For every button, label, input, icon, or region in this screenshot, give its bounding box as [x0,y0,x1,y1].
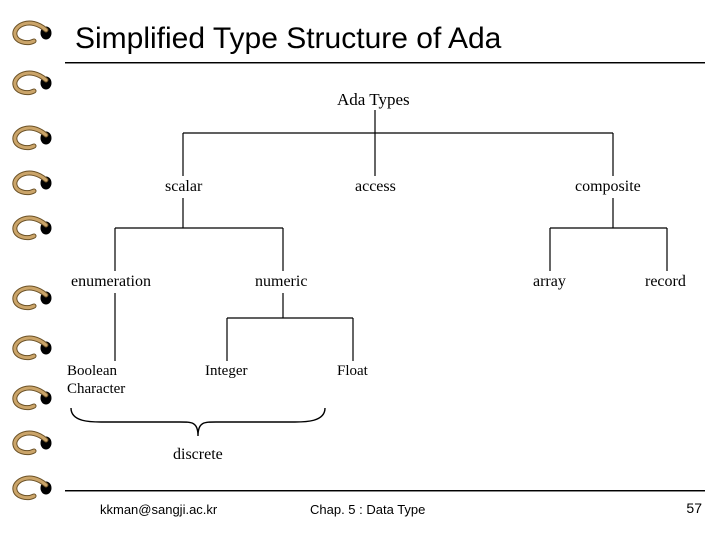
node-boolean: Boolean [67,363,117,380]
slide-title: Simplified Type Structure of Ada [75,22,501,56]
binding-ring [10,430,42,450]
slide-binding [0,0,58,540]
node-numeric: numeric [255,273,307,291]
node-character: Character [67,381,125,398]
binding-ring [10,335,42,355]
binding-ring [10,125,42,145]
type-tree-diagram: Ada Types scalar access composite enumeratio… [65,78,705,478]
node-float: Float [337,363,368,380]
node-enumeration: enumeration [71,273,151,291]
footer-chapter: Chap. 5 : Data Type [310,502,425,517]
node-composite: composite [575,178,641,196]
footer: kkman@sangji.ac.kr Chap. 5 : Data Type 5… [0,502,720,532]
footer-email: kkman@sangji.ac.kr [100,502,217,517]
node-access: access [355,178,396,196]
tree-lines [65,78,705,478]
node-integer: Integer [205,363,247,380]
footer-rule [65,490,705,492]
node-array: array [533,273,566,291]
binding-ring [10,475,42,495]
title-rule [65,62,705,64]
binding-ring [10,385,42,405]
node-scalar: scalar [165,178,202,196]
footer-page-number: 57 [686,500,702,516]
node-discrete: discrete [173,446,223,464]
binding-ring [10,20,42,40]
slide: Simplified Type Structure of Ada Ada Typ… [0,0,720,540]
binding-ring [10,215,42,235]
binding-ring [10,170,42,190]
node-root: Ada Types [337,90,410,110]
binding-ring [10,70,42,90]
binding-ring [10,285,42,305]
node-record: record [645,273,686,291]
